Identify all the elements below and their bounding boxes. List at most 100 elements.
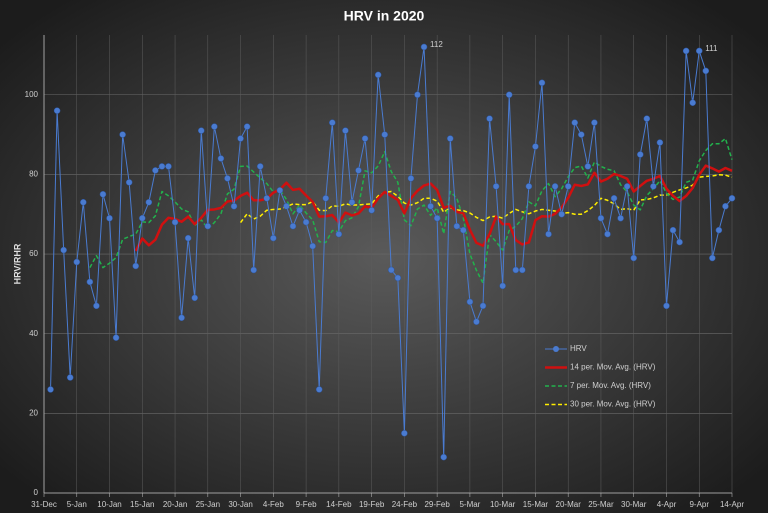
y-axis-label: HRV/RHR (12, 243, 22, 284)
data-point (237, 135, 244, 142)
data-point (505, 91, 513, 98)
data-point (401, 430, 408, 437)
data-point (715, 226, 723, 234)
data-point (230, 203, 238, 210)
data-point (604, 230, 611, 238)
x-tick-label: 10-Jan (97, 500, 121, 509)
data-point (578, 131, 585, 138)
data-point (374, 71, 382, 79)
x-tick-label: 29-Feb (424, 500, 450, 509)
data-point (551, 183, 559, 190)
data-point (440, 453, 447, 461)
data-point (47, 386, 54, 393)
data-point (211, 123, 218, 130)
data-point (420, 43, 428, 51)
x-tick-label: 20-Mar (556, 500, 582, 509)
data-point (532, 143, 539, 150)
data-point (217, 155, 225, 162)
data-point (453, 222, 461, 230)
data-point (73, 258, 81, 266)
data-point (610, 195, 618, 202)
data-point (145, 199, 153, 206)
data-point (669, 226, 677, 234)
y-tick-label: 0 (34, 488, 39, 497)
y-tick-label: 80 (29, 170, 38, 179)
data-point (53, 107, 61, 114)
chart-title: HRV in 2020 (344, 8, 425, 24)
data-point (519, 266, 526, 274)
data-point (256, 163, 264, 170)
data-point (158, 163, 166, 170)
data-point (289, 222, 297, 230)
data-point (132, 262, 139, 270)
y-tick-label: 20 (29, 408, 38, 417)
data-point (139, 214, 146, 222)
x-tick-label: 14-Apr (720, 500, 744, 509)
x-tick-label: 5-Mar (459, 500, 480, 509)
data-point (545, 230, 552, 238)
y-tick-label: 40 (29, 329, 38, 338)
data-point (250, 266, 257, 274)
y-tick-label: 60 (29, 249, 38, 258)
data-point (656, 139, 664, 146)
data-point (643, 115, 651, 122)
data-point (125, 179, 133, 186)
data-point (368, 206, 375, 214)
x-tick-label: 30-Mar (621, 500, 647, 509)
legend-label: 14 per. Mov. Avg. (HRV) (570, 363, 656, 372)
data-label: 111 (705, 44, 718, 53)
data-point (224, 175, 231, 182)
data-point (722, 203, 729, 210)
data-point (617, 214, 624, 222)
data-point (709, 254, 716, 262)
data-point (80, 199, 87, 206)
data-point (381, 131, 388, 138)
data-point (99, 191, 107, 198)
x-tick-label: 25-Mar (588, 500, 614, 509)
x-tick-label: 15-Jan (130, 500, 154, 509)
data-point (315, 386, 323, 393)
data-point (348, 199, 356, 206)
x-tick-label: 9-Feb (296, 500, 317, 509)
data-point (695, 47, 703, 55)
series-line (239, 174, 733, 224)
data-point (650, 183, 657, 190)
data-point (427, 203, 434, 210)
data-point (486, 115, 493, 122)
legend-label: 7 per. Mov. Avg. (HRV) (570, 381, 651, 390)
data-point (283, 203, 290, 210)
data-point (571, 119, 578, 126)
data-point (361, 135, 369, 142)
data-point (276, 187, 284, 194)
data-point (270, 234, 277, 242)
data-point (473, 318, 480, 325)
x-tick-label: 9-Apr (689, 500, 709, 509)
data-point (66, 374, 74, 381)
data-point (433, 214, 441, 222)
data-point (119, 131, 126, 138)
data-point (106, 214, 113, 222)
data-point (204, 222, 212, 230)
data-point (309, 242, 316, 250)
data-point (591, 119, 598, 126)
data-point (676, 238, 683, 246)
x-tick-label: 24-Feb (392, 500, 418, 509)
data-point (637, 151, 644, 158)
data-point (394, 274, 402, 282)
data-point (584, 163, 592, 170)
data-point (198, 127, 205, 134)
data-point (564, 183, 572, 190)
data-point (414, 91, 421, 98)
legend-marker (553, 346, 559, 352)
data-point (512, 266, 520, 274)
data-point (171, 218, 179, 226)
data-point (525, 183, 533, 190)
data-point (538, 79, 546, 87)
x-tick-label: 30-Jan (228, 500, 252, 509)
x-tick-label: 14-Feb (326, 500, 352, 509)
x-tick-label: 4-Feb (263, 500, 284, 509)
data-point (335, 230, 343, 238)
y-tick-label: 100 (25, 90, 39, 99)
data-point (623, 183, 631, 190)
